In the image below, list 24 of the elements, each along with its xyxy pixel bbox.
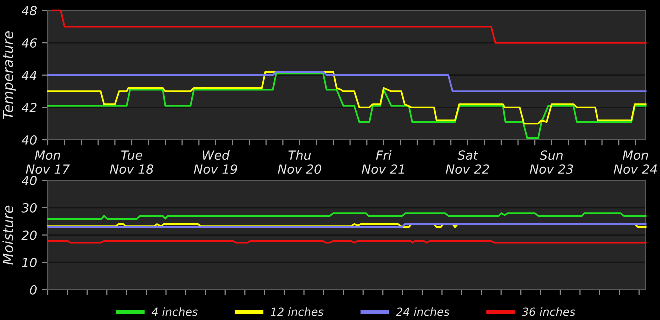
y-tick-label: 48 [22,6,38,16]
legend-label: 4 inches [152,308,198,316]
x-tick-label: Mon Nov 24 [614,150,658,174]
x-tick-label: Thu Nov 20 [278,150,322,174]
y-tick-label: 30 [22,203,37,213]
y-tick-label: 40 [22,176,37,186]
x-tick-label: Wed Nov 19 [194,150,238,174]
y-tick-label: 20 [22,230,37,240]
y-axis-title: Moisture [2,206,14,265]
x-tick-label: Mon Nov 17 [26,150,70,174]
x-tick-label: Fri Nov 21 [362,150,404,174]
x-tick-label: Tue Nov 18 [110,150,154,174]
x-tick-label: Sat Nov 22 [446,150,490,174]
y-axis-title: Temperature [3,32,16,120]
legend-label: 36 inches [522,308,576,316]
y-tick-label: 42 [22,103,37,112]
x-tick-label: Sun Nov 23 [530,150,574,174]
legend-label: 12 inches [270,308,324,316]
y-tick-label: 40 [22,135,37,145]
y-tick-label: 44 [22,70,37,80]
y-tick-label: 46 [22,38,38,48]
y-tick-label: 10 [22,258,37,268]
y-tick-label: 0 [30,285,37,295]
legend-label: 24 inches [396,308,450,316]
